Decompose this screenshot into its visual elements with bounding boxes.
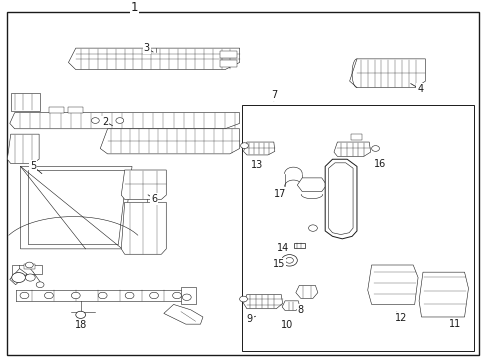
Polygon shape [7,134,39,163]
Text: 12: 12 [394,313,407,323]
Text: 5: 5 [30,161,36,171]
Circle shape [25,274,35,281]
Polygon shape [20,166,132,249]
Circle shape [71,292,80,299]
Circle shape [371,146,379,151]
Circle shape [149,292,158,299]
Circle shape [20,292,29,299]
Circle shape [76,311,85,318]
Circle shape [182,294,191,301]
Circle shape [239,296,247,302]
Circle shape [172,292,181,299]
Text: 17: 17 [273,189,285,199]
Text: 3: 3 [143,43,149,53]
Text: 18: 18 [74,320,87,330]
Text: 13: 13 [250,159,263,170]
Text: 2: 2 [102,117,108,127]
Bar [24,264,35,269]
Circle shape [12,273,25,283]
Bar [220,60,237,67]
Circle shape [25,262,33,268]
Circle shape [281,255,297,266]
Polygon shape [282,301,299,311]
Polygon shape [243,294,282,309]
Circle shape [36,282,44,288]
Polygon shape [100,129,239,154]
Polygon shape [325,159,356,239]
Polygon shape [10,113,239,129]
Polygon shape [163,305,203,324]
Circle shape [240,143,248,148]
Circle shape [125,292,134,299]
Bar [181,287,195,305]
Text: 11: 11 [447,319,460,329]
Polygon shape [10,269,27,285]
Text: 7: 7 [270,90,276,100]
Text: 1: 1 [130,1,138,14]
Bar [350,134,361,140]
Bar [68,107,83,113]
Circle shape [285,257,293,263]
Polygon shape [349,59,425,87]
Text: 8: 8 [297,305,303,315]
Polygon shape [333,142,370,156]
Circle shape [91,118,99,123]
Polygon shape [367,265,417,305]
Text: 6: 6 [151,194,157,204]
Polygon shape [121,170,166,199]
Polygon shape [295,285,317,298]
Text: 10: 10 [280,320,293,330]
Bar [220,51,237,58]
Text: 14: 14 [276,243,288,253]
Circle shape [44,292,53,299]
Bar [294,243,305,248]
Polygon shape [243,142,274,155]
Polygon shape [297,178,326,192]
Text: 4: 4 [417,84,423,94]
Bar [11,93,40,111]
Text: 16: 16 [373,158,386,168]
Text: 9: 9 [246,314,252,324]
Polygon shape [121,202,166,254]
Bar [49,107,63,113]
Text: 15: 15 [272,259,285,269]
Circle shape [116,118,123,123]
Circle shape [308,225,317,231]
Polygon shape [68,48,239,69]
Circle shape [98,292,107,299]
Bar [12,265,41,274]
Polygon shape [418,272,468,317]
Bar [242,105,473,351]
